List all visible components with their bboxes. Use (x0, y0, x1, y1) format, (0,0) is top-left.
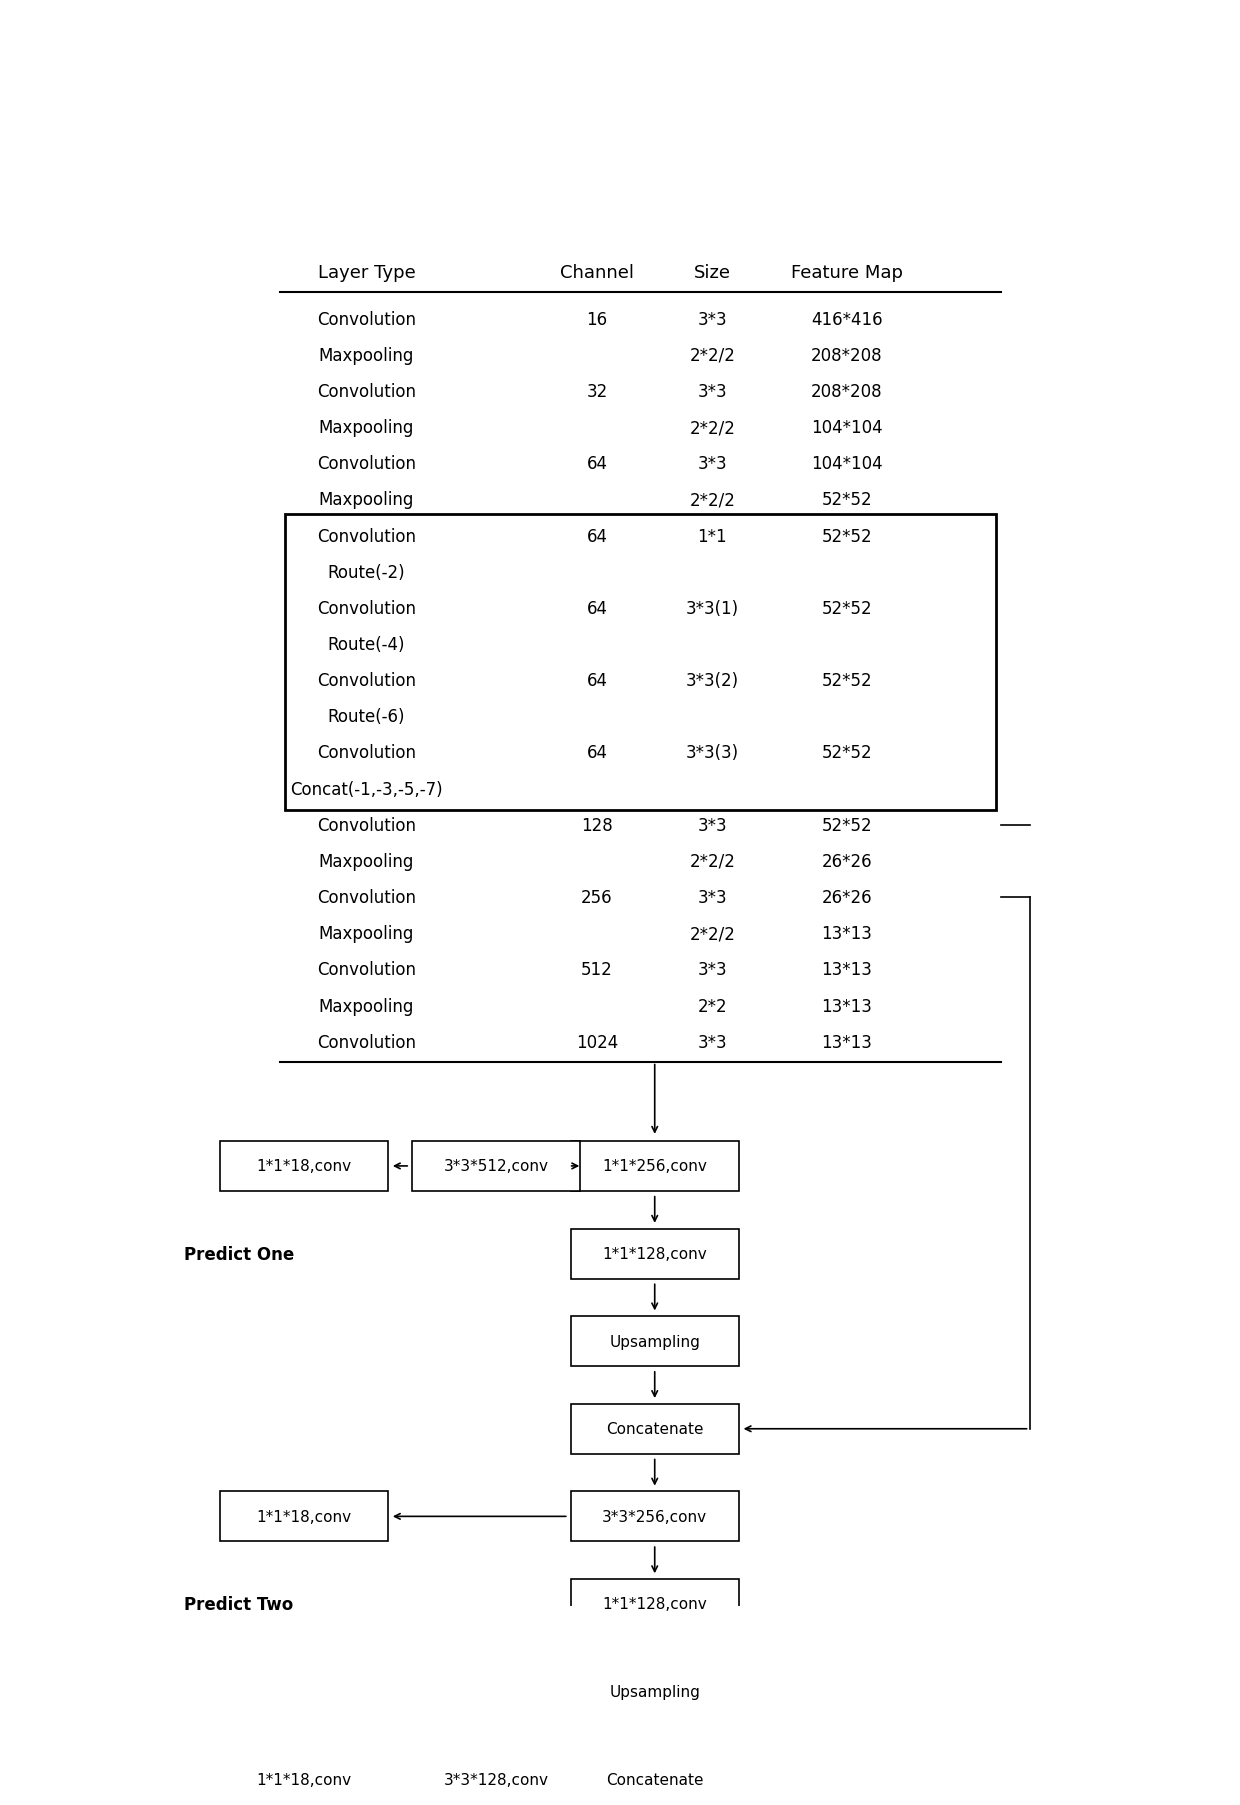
Text: Maxpooling: Maxpooling (319, 419, 414, 437)
Bar (219, 1141, 388, 1191)
Bar (570, 1316, 739, 1366)
Text: 3*3*512,conv: 3*3*512,conv (444, 1159, 548, 1173)
Text: Maxpooling: Maxpooling (319, 852, 414, 870)
Text: 3*3: 3*3 (698, 455, 727, 473)
Text: 104*104: 104*104 (811, 455, 883, 473)
Text: 3*3(3): 3*3(3) (686, 744, 739, 762)
Bar (219, 1491, 388, 1541)
Text: 32: 32 (587, 383, 608, 401)
Text: 104*104: 104*104 (811, 419, 883, 437)
Text: 2*2: 2*2 (698, 996, 727, 1014)
Text: Feature Map: Feature Map (791, 264, 903, 282)
Text: Convolution: Convolution (317, 599, 415, 617)
Text: 3*3: 3*3 (698, 960, 727, 978)
Text: 2*2/2: 2*2/2 (689, 491, 735, 509)
Text: 2*2/2: 2*2/2 (689, 419, 735, 437)
Text: 16: 16 (587, 310, 608, 329)
Text: 52*52: 52*52 (822, 671, 872, 690)
Text: 3*3(2): 3*3(2) (686, 671, 739, 690)
Text: 1*1: 1*1 (698, 527, 727, 545)
Text: 1*1*18,conv: 1*1*18,conv (257, 1159, 351, 1173)
Text: 256: 256 (582, 888, 613, 906)
Text: Convolution: Convolution (317, 527, 415, 545)
Text: 1*1*128,conv: 1*1*128,conv (603, 1597, 707, 1612)
Text: Convolution: Convolution (317, 816, 415, 834)
Text: 3*3(1): 3*3(1) (686, 599, 739, 617)
Text: 3*3*256,conv: 3*3*256,conv (603, 1509, 707, 1523)
Text: Route(-4): Route(-4) (327, 635, 405, 653)
Text: 1*1*128,conv: 1*1*128,conv (603, 1245, 707, 1262)
Text: 3*3*128,conv: 3*3*128,conv (444, 1773, 548, 1787)
Text: 3*3: 3*3 (698, 383, 727, 401)
Text: 2*2/2: 2*2/2 (689, 852, 735, 870)
Bar (570, 1491, 739, 1541)
Text: Convolution: Convolution (317, 1032, 415, 1051)
Text: Predict One: Predict One (184, 1245, 294, 1263)
Text: 26*26: 26*26 (822, 888, 872, 906)
Text: Convolution: Convolution (317, 744, 415, 762)
Text: Convolution: Convolution (317, 888, 415, 906)
Text: 13*13: 13*13 (821, 1032, 873, 1051)
Text: 3*3: 3*3 (698, 888, 727, 906)
Text: 64: 64 (587, 671, 608, 690)
Text: 52*52: 52*52 (822, 599, 872, 617)
Text: Convolution: Convolution (317, 310, 415, 329)
Text: 3*3: 3*3 (698, 310, 727, 329)
Text: 3*3: 3*3 (698, 816, 727, 834)
Bar (570, 1229, 739, 1280)
Text: Convolution: Convolution (317, 671, 415, 690)
Text: Convolution: Convolution (317, 455, 415, 473)
Text: 3*3: 3*3 (698, 1032, 727, 1051)
Text: 208*208: 208*208 (811, 347, 883, 365)
Text: 1*1*18,conv: 1*1*18,conv (257, 1773, 351, 1787)
Text: Layer Type: Layer Type (317, 264, 415, 282)
Bar (570, 1404, 739, 1455)
Text: Upsampling: Upsampling (609, 1334, 701, 1348)
Text: 64: 64 (587, 744, 608, 762)
Text: 64: 64 (587, 527, 608, 545)
Text: 64: 64 (587, 599, 608, 617)
Text: Route(-6): Route(-6) (327, 708, 405, 726)
Bar (570, 1754, 739, 1805)
Bar (570, 1579, 739, 1630)
Text: Concatenate: Concatenate (606, 1422, 703, 1437)
Text: 13*13: 13*13 (821, 924, 873, 942)
Text: Convolution: Convolution (317, 960, 415, 978)
Text: Convolution: Convolution (317, 383, 415, 401)
Bar (570, 1141, 739, 1191)
Text: Maxpooling: Maxpooling (319, 924, 414, 942)
Text: Route(-2): Route(-2) (327, 563, 405, 581)
Text: Channel: Channel (560, 264, 634, 282)
Text: 416*416: 416*416 (811, 310, 883, 329)
Text: Maxpooling: Maxpooling (319, 347, 414, 365)
Text: 26*26: 26*26 (822, 852, 872, 870)
Text: 208*208: 208*208 (811, 383, 883, 401)
Text: Upsampling: Upsampling (609, 1684, 701, 1699)
Text: 64: 64 (587, 455, 608, 473)
Text: 52*52: 52*52 (822, 744, 872, 762)
Bar (412, 1141, 580, 1191)
Text: 2*2/2: 2*2/2 (689, 924, 735, 942)
Text: 13*13: 13*13 (821, 960, 873, 978)
Text: 52*52: 52*52 (822, 816, 872, 834)
Text: 1*1*256,conv: 1*1*256,conv (603, 1159, 707, 1173)
Bar (412, 1754, 580, 1805)
Bar (219, 1754, 388, 1805)
Text: 128: 128 (582, 816, 613, 834)
Text: 512: 512 (582, 960, 613, 978)
Bar (285, 514, 996, 810)
Text: Size: Size (694, 264, 730, 282)
Text: 13*13: 13*13 (821, 996, 873, 1014)
Text: 1024: 1024 (575, 1032, 619, 1051)
Text: 52*52: 52*52 (822, 527, 872, 545)
Text: 52*52: 52*52 (822, 491, 872, 509)
Bar (570, 1666, 739, 1717)
Text: 1*1*18,conv: 1*1*18,conv (257, 1509, 351, 1523)
Text: 2*2/2: 2*2/2 (689, 347, 735, 365)
Text: Maxpooling: Maxpooling (319, 491, 414, 509)
Text: Predict Two: Predict Two (184, 1596, 293, 1614)
Text: Maxpooling: Maxpooling (319, 996, 414, 1014)
Text: Concatenate: Concatenate (606, 1773, 703, 1787)
Text: Concat(-1,-3,-5,-7): Concat(-1,-3,-5,-7) (290, 780, 443, 798)
